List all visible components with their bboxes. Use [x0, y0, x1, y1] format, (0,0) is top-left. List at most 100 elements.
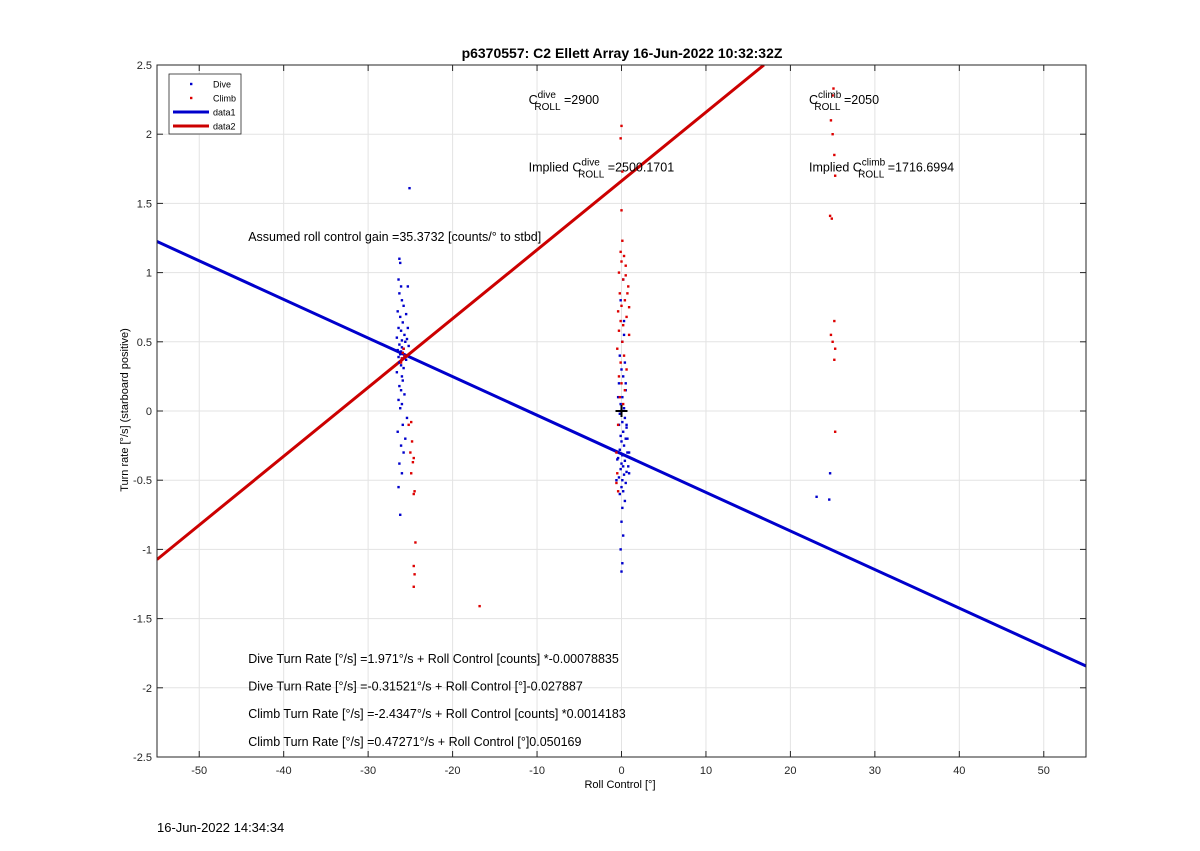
- x-tick-label: 50: [1038, 765, 1050, 777]
- point-climb: [619, 319, 622, 323]
- point-dive: [618, 354, 622, 357]
- point-climb: [619, 361, 622, 364]
- point-climb: [621, 278, 625, 281]
- point-dive: [616, 458, 619, 461]
- point-climb: [625, 315, 628, 319]
- point-dive: [402, 304, 405, 308]
- point-climb: [402, 347, 405, 350]
- annotation-6: Dive Turn Rate [°/s] =-0.31521°/s + Roll…: [248, 680, 583, 694]
- point-dive: [399, 350, 403, 353]
- point-dive: [398, 384, 401, 388]
- y-tick-label: -2: [142, 683, 152, 695]
- point-dive: [622, 444, 626, 447]
- point-dive: [397, 278, 400, 281]
- point-dive: [620, 368, 623, 371]
- point-climb: [620, 382, 623, 385]
- annotation-3: Implied Cclimb ROLL =1716.6994: [809, 158, 954, 181]
- point-dive: [402, 451, 405, 454]
- x-axis-label: Roll Control [°]: [584, 779, 655, 791]
- point-climb: [615, 451, 618, 454]
- point-dive: [624, 437, 627, 440]
- point-dive: [398, 343, 401, 346]
- point-dive: [399, 353, 402, 356]
- point-climb: [620, 209, 623, 212]
- annotation-0: Cdive ROLL =2900: [529, 90, 600, 113]
- legend-label-data2: data2: [213, 122, 236, 132]
- point-dive: [615, 479, 618, 482]
- point-dive: [399, 315, 402, 319]
- point-dive: [619, 402, 622, 406]
- point-dive: [621, 454, 624, 457]
- point-dive: [815, 495, 818, 499]
- point-climb: [410, 420, 413, 424]
- point-climb: [831, 133, 834, 136]
- x-tick-label: 30: [869, 765, 881, 777]
- point-dive: [621, 534, 625, 537]
- point-dive: [627, 472, 631, 475]
- point-climb: [616, 347, 619, 350]
- point-dive: [400, 402, 404, 406]
- y-tick-label: 2: [146, 129, 152, 141]
- point-climb: [411, 461, 415, 464]
- x-tick-label: 20: [784, 765, 796, 777]
- point-climb: [833, 358, 836, 361]
- y-tick-label: 1: [146, 268, 152, 280]
- point-climb: [627, 285, 630, 288]
- fit-line-data2: [157, 65, 765, 561]
- point-dive: [627, 451, 631, 454]
- point-climb: [412, 564, 415, 568]
- y-tick-label: 0.5: [137, 337, 152, 349]
- point-dive: [398, 257, 401, 260]
- point-dive: [621, 395, 624, 399]
- annotation-5: Dive Turn Rate [°/s] =1.971°/s + Roll Co…: [248, 652, 619, 666]
- point-dive: [401, 321, 404, 324]
- point-climb: [400, 357, 404, 360]
- point-climb: [616, 490, 620, 493]
- point-climb: [833, 430, 837, 433]
- legend-label-data1: data1: [213, 108, 236, 118]
- point-dive: [407, 344, 410, 348]
- point-dive: [623, 459, 627, 463]
- point-climb: [619, 137, 622, 140]
- annotation-1: Cclimb ROLL =2050: [809, 90, 879, 113]
- y-tick-label: 1.5: [137, 198, 152, 210]
- x-tick-label: 0: [618, 765, 624, 777]
- point-climb: [831, 94, 834, 97]
- point-dive: [406, 326, 410, 330]
- point-dive: [619, 467, 622, 471]
- point-dive: [620, 520, 623, 523]
- point-dive: [623, 361, 627, 364]
- point-dive: [399, 261, 402, 265]
- point-dive: [619, 434, 622, 438]
- y-axis-label: Turn rate [°/s] (starboard positive): [119, 328, 131, 492]
- point-dive: [617, 382, 621, 385]
- point-climb: [624, 274, 627, 277]
- point-dive: [621, 430, 625, 433]
- y-tick-label: -0.5: [133, 475, 152, 487]
- x-tick-label: -40: [276, 765, 292, 777]
- point-climb: [617, 329, 621, 332]
- legend-swatch-climb: [190, 96, 193, 100]
- x-tick-label: -30: [360, 765, 376, 777]
- point-dive: [616, 456, 620, 460]
- point-dive: [396, 348, 399, 352]
- point-dive: [620, 485, 623, 489]
- point-dive: [400, 375, 404, 378]
- point-climb: [623, 389, 627, 392]
- point-climb: [410, 472, 413, 475]
- point-dive: [406, 285, 410, 288]
- x-tick-label: -20: [445, 765, 461, 777]
- point-dive: [616, 395, 620, 399]
- point-climb: [621, 340, 624, 343]
- footer-timestamp: 16-Jun-2022 14:34:34: [157, 820, 285, 835]
- point-climb: [625, 368, 628, 371]
- point-climb: [831, 340, 834, 343]
- annotation-7: Climb Turn Rate [°/s] =-2.4347°/s + Roll…: [248, 707, 626, 721]
- x-tick-label: -50: [191, 765, 207, 777]
- point-dive: [625, 423, 628, 427]
- x-tick-label: -10: [529, 765, 545, 777]
- point-dive: [396, 430, 399, 433]
- point-dive: [408, 186, 411, 190]
- y-tick-label: -1: [142, 544, 152, 556]
- point-climb: [622, 354, 626, 357]
